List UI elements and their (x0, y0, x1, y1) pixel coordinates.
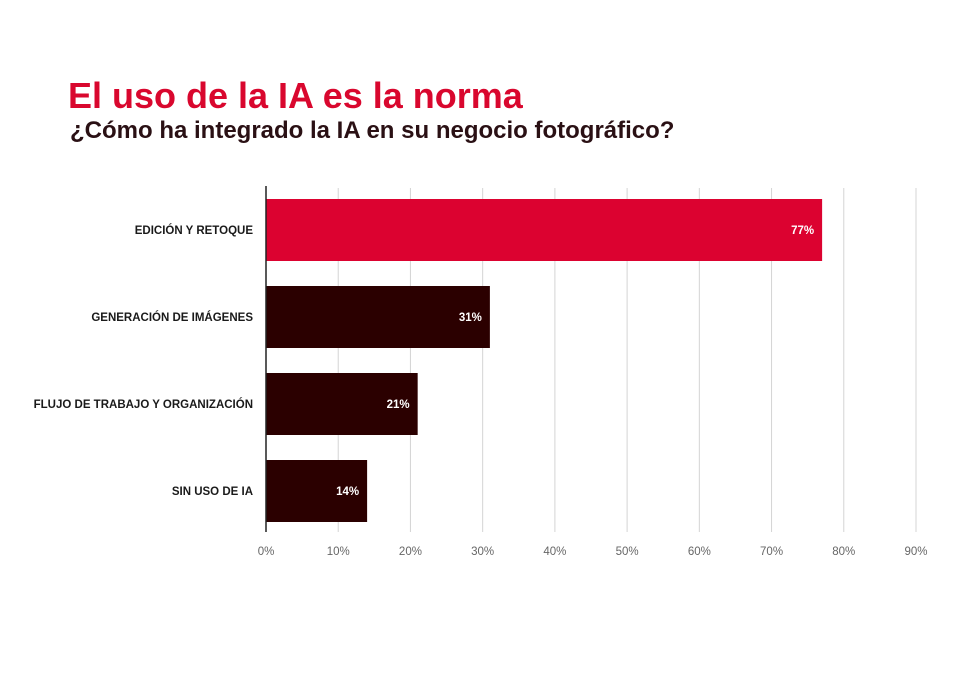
x-tick-label: 80% (832, 546, 855, 558)
category-labels: EDICIÓN Y RETOQUE GENERACIÓN DE IMÁGENES F… (34, 224, 254, 498)
data-label: 14% (336, 486, 359, 498)
bars (266, 199, 823, 522)
x-tick-label: 90% (904, 546, 927, 558)
x-tick-label: 60% (688, 546, 711, 558)
x-tick-label: 50% (616, 546, 639, 558)
x-tick-label: 40% (543, 546, 566, 558)
data-label: 31% (459, 312, 482, 324)
x-tick-label: 70% (760, 546, 783, 558)
bar (266, 199, 823, 261)
category-label: EDICIÓN Y RETOQUE (135, 224, 254, 237)
x-tick-label: 10% (327, 546, 350, 558)
category-label: SIN USO DE IA (172, 486, 253, 498)
data-label: 21% (387, 399, 410, 411)
category-label: FLUJO DE TRABAJO Y ORGANIZACIÓN (34, 398, 253, 411)
x-tick-label: 30% (471, 546, 494, 558)
chart-title: El uso de la IA es la norma (68, 75, 523, 116)
x-tick-label: 20% (399, 546, 422, 558)
x-tick-labels: 0% 10% 20% 30% 40% 50% 60% 70% 80% 90% (258, 546, 928, 558)
category-label: GENERACIÓN DE IMÁGENES (91, 311, 253, 324)
data-labels: 77% 31% 21% 14% (336, 225, 814, 498)
data-label: 77% (791, 225, 814, 237)
x-tick-label: 0% (258, 546, 275, 558)
chart-subtitle: ¿Cómo ha integrado la IA en su negocio f… (70, 117, 675, 144)
bar (266, 373, 418, 435)
bar (266, 460, 368, 522)
bar (266, 286, 490, 348)
